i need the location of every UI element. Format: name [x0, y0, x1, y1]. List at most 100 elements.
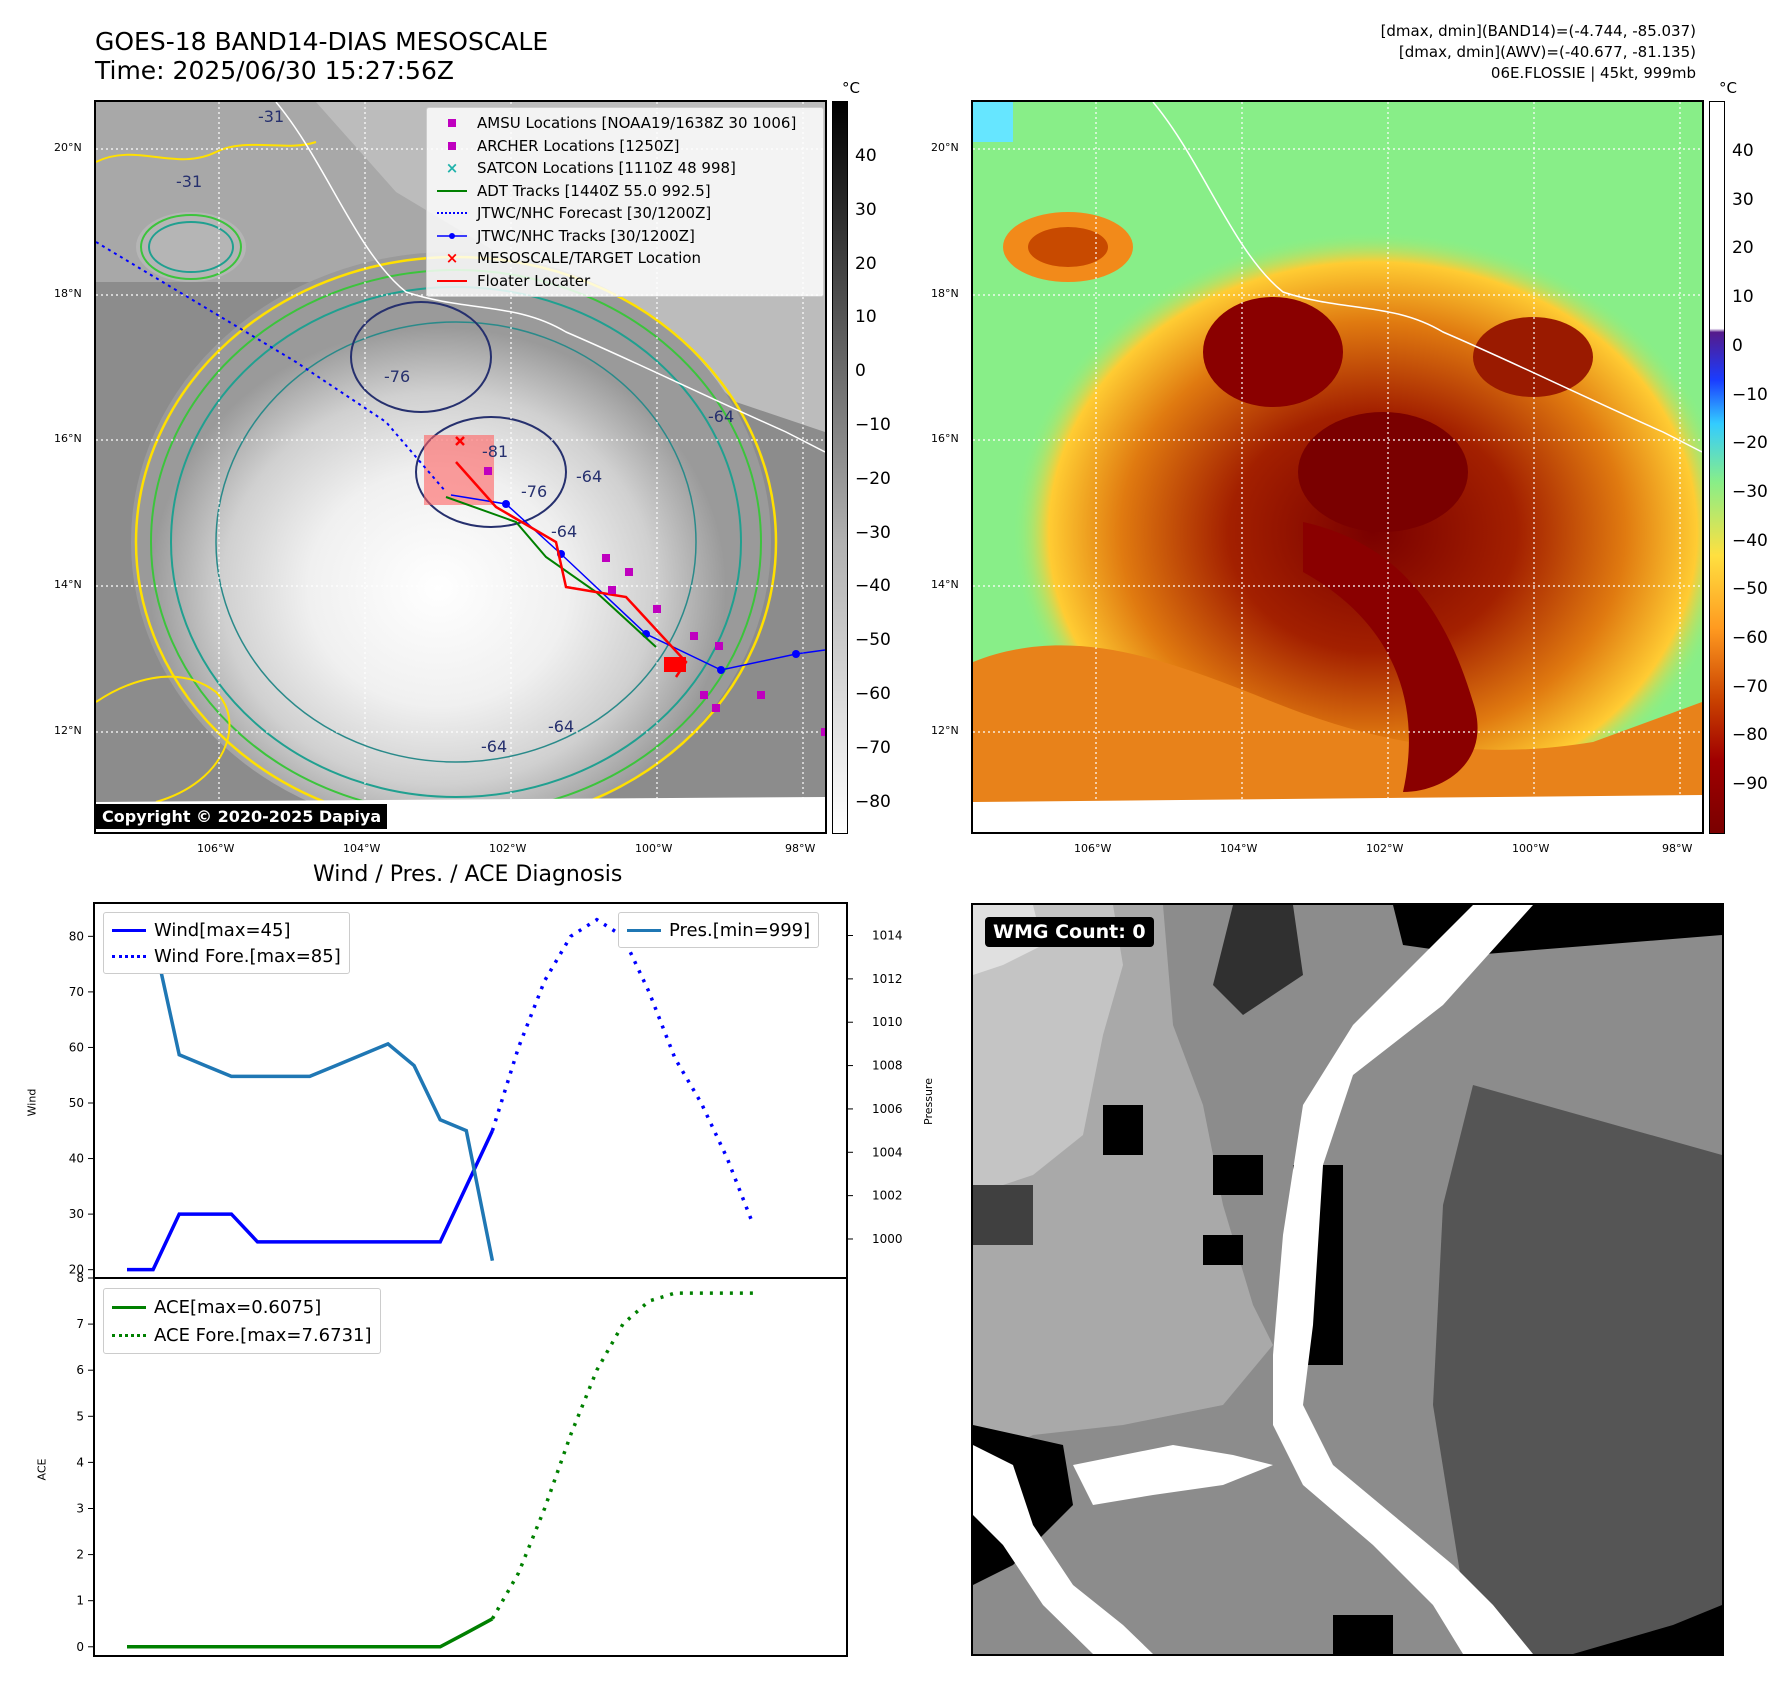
colorbar-tick: −50: [855, 630, 891, 651]
lon-label: 102°W: [1366, 842, 1404, 855]
colorbar-tick: −70: [1732, 676, 1768, 697]
wind-tick-label: 40: [69, 1152, 84, 1166]
ace-forecast-series-line: [490, 1291, 754, 1620]
ace-tick-label: 0: [76, 1640, 84, 1654]
ace-tick-label: 4: [76, 1455, 84, 1469]
legend-item-floater: Floater Locater: [435, 270, 815, 293]
legend-item-ace: ACE[max=0.6075]: [112, 1293, 372, 1321]
lat-label: 14°N: [54, 578, 82, 591]
pressure-tick-label: 1008: [872, 1059, 903, 1073]
colorbar-tick: 40: [855, 146, 877, 166]
ir-map-panel: -31 -31 -76 -64 -81 -76 -64 -64 -64 -64 …: [94, 100, 827, 834]
page-title: GOES-18 BAND14-DIAS MESOSCALE: [95, 27, 549, 56]
contour-label: -76: [384, 367, 410, 386]
colorbar-tick: −60: [1732, 628, 1768, 648]
colorbar-tick: 0: [1732, 335, 1743, 356]
lon-label: 98°W: [1662, 842, 1693, 855]
legend-item-target: × MESOSCALE/TARGET Location: [435, 247, 815, 270]
legend-item-wind-forecast: Wind Fore.[max=85]: [112, 943, 341, 969]
ace-axis-label: ACE: [35, 1458, 49, 1481]
copyright-label: Copyright © 2020-2025 Dapiya: [96, 804, 388, 829]
legend-item-amsu: AMSU Locations [NOAA19/1638Z 30 1006]: [435, 112, 815, 135]
wmg-image: [973, 905, 1722, 1654]
colorbar-tick: −40: [1732, 530, 1768, 551]
wind-tick-label: 20: [69, 1263, 84, 1277]
lat-label: 14°N: [931, 578, 959, 591]
diagnosis-chart-title: Wind / Pres. / ACE Diagnosis: [313, 862, 623, 887]
colorbar-tick: −10: [855, 415, 891, 435]
legend-item-pressure: Pres.[min=999]: [627, 917, 810, 943]
colorbar-tick: −30: [855, 522, 891, 543]
dotted-line-icon: [112, 1333, 146, 1337]
colorbar-tick: 20: [1732, 238, 1754, 259]
ir-map-legend: AMSU Locations [NOAA19/1638Z 30 1006] AR…: [426, 107, 824, 297]
lon-label: 106°W: [197, 842, 235, 855]
awv-colorbar-unit: °C: [1719, 79, 1737, 97]
ace-tick-label: 6: [76, 1363, 84, 1377]
legend-item-forecast: JTWC/NHC Forecast [30/1200Z]: [435, 202, 815, 225]
lon-label: 104°W: [1220, 842, 1258, 855]
colorbar-tick: −80: [855, 791, 891, 812]
legend-item-satcon: × SATCON Locations [1110Z 48 998]: [435, 157, 815, 180]
pressure-tick-label: 1006: [872, 1102, 903, 1116]
x-marker-icon: ×: [445, 249, 459, 268]
colorbar-tick: −80: [1732, 725, 1768, 746]
colorbar-tick: −30: [1732, 481, 1768, 502]
wind-tick-label: 80: [69, 929, 84, 943]
colorbar-tick: −70: [855, 737, 891, 758]
lat-label: 18°N: [931, 287, 959, 300]
contour-label: -64: [551, 522, 577, 541]
wind-tick-label: 60: [69, 1040, 84, 1054]
pressure-series-line: [127, 933, 495, 1262]
colorbar-tick: 40: [1732, 141, 1754, 161]
legend-item-tracks: JTWC/NHC Tracks [30/1200Z]: [435, 225, 815, 248]
lat-label: 16°N: [931, 432, 959, 445]
pressure-tick-label: 1002: [872, 1189, 903, 1203]
colorbar-tick: −20: [1732, 433, 1768, 454]
line-icon: [627, 928, 661, 932]
contour-label: -31: [258, 107, 284, 126]
dotted-line-icon: [112, 954, 146, 958]
pressure-tick-label: 1014: [872, 929, 903, 943]
colorbar-tick: −50: [1732, 579, 1768, 600]
colorbar-tick: −40: [855, 576, 891, 597]
wind-tick-label: 70: [69, 985, 84, 999]
wind-tick-label: 50: [69, 1096, 84, 1110]
contour-label: -64: [576, 467, 602, 486]
wind-forecast-series-line: [490, 917, 756, 1226]
lon-label: 98°W: [785, 842, 816, 855]
awv-map-image: [973, 102, 1702, 832]
ace-tick-label: 7: [76, 1317, 84, 1331]
colorbar-tick: 0: [855, 361, 866, 382]
pressure-tick-label: 1004: [872, 1145, 903, 1159]
colorbar-tick: −60: [855, 684, 891, 704]
lon-label: 100°W: [1512, 842, 1550, 855]
legend-item-archer: ARCHER Locations [1250Z]: [435, 135, 815, 158]
contour-label: -64: [481, 737, 507, 756]
lat-label: 20°N: [931, 141, 959, 154]
header-band14-range: [dmax, dmin](BAND14)=(-4.744, -85.037): [1380, 22, 1696, 40]
legend-item-wind: Wind[max=45]: [112, 917, 341, 943]
colorbar-tick: 30: [1732, 189, 1754, 210]
lon-label: 100°W: [635, 842, 673, 855]
page-time: Time: 2025/06/30 15:27:56Z: [95, 56, 454, 85]
line-icon: [112, 928, 146, 932]
ace-tick-label: 8: [76, 1271, 84, 1285]
lat-label: 12°N: [931, 724, 959, 737]
ir-colorbar-unit: °C: [842, 79, 860, 97]
legend-item-adt: ADT Tracks [1440Z 55.0 992.5]: [435, 180, 815, 203]
ace-series-line: [127, 1617, 494, 1649]
colorbar-tick: −10: [1732, 384, 1768, 405]
ace-tick-label: 2: [76, 1548, 84, 1562]
pressure-legend: Pres.[min=999]: [618, 912, 820, 948]
square-marker-icon: [435, 141, 469, 150]
colorbar-tick: 10: [1732, 287, 1754, 308]
lon-label: 102°W: [489, 842, 527, 855]
contour-label: -31: [176, 172, 202, 191]
colorbar-tick: 20: [855, 253, 877, 274]
dotted-line-icon: [435, 212, 469, 215]
ace-chart-frame: [93, 1277, 848, 1657]
line-dot-icon: [435, 232, 469, 240]
lat-label: 16°N: [54, 432, 82, 445]
line-icon: [435, 279, 469, 282]
